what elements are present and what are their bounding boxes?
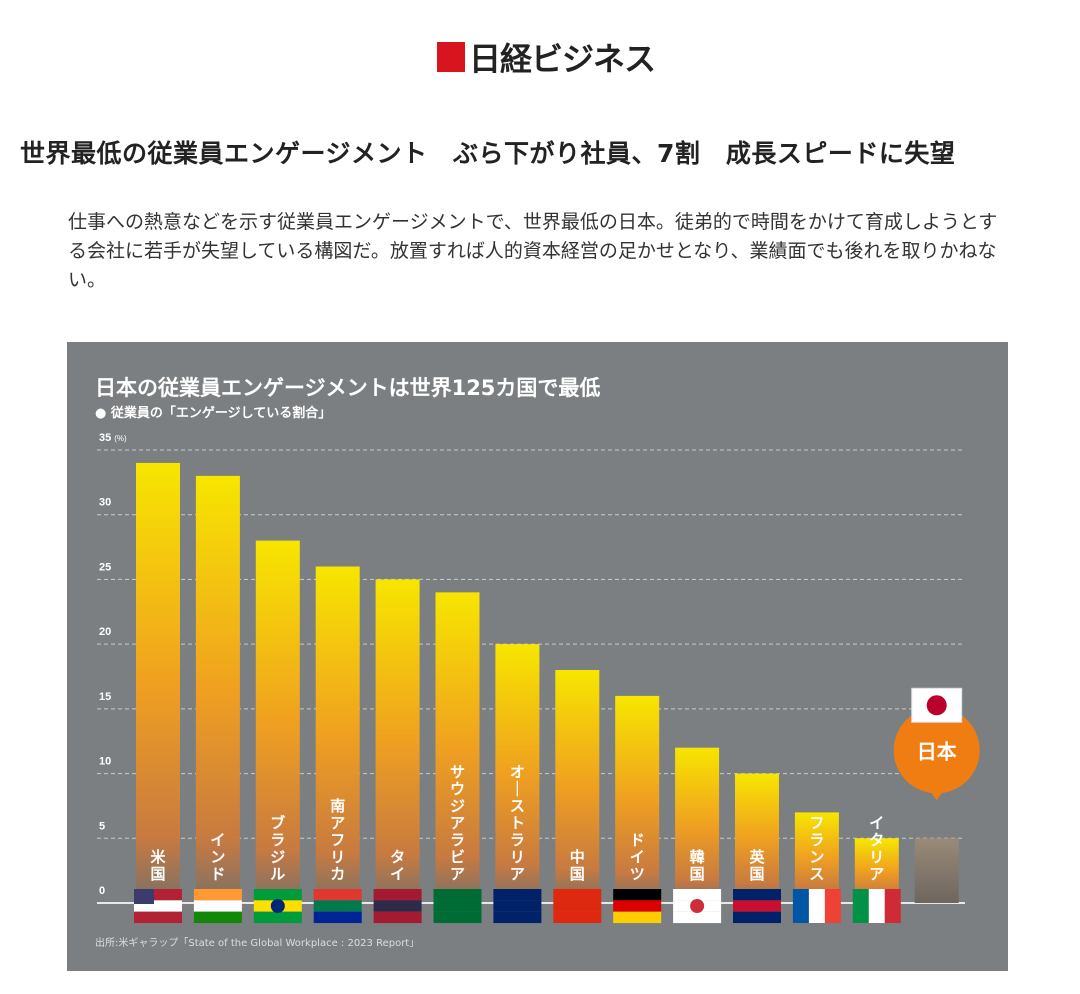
logo-mark — [437, 42, 465, 72]
category-label-char: ラ — [450, 831, 465, 849]
category-label-char: ン — [210, 848, 225, 866]
category-label-char: ジ — [270, 848, 285, 866]
bar-中国 — [555, 670, 600, 903]
flag-インド-icon — [193, 889, 242, 924]
flag-韓国-icon — [673, 889, 722, 924]
category-label-char: 南 — [330, 797, 345, 815]
category-label-char: ツ — [630, 865, 645, 883]
category-label-char: イ — [869, 814, 884, 832]
category-label-char: ア — [450, 814, 465, 832]
chart-subtitle: ● 従業員の「エンゲージしている割合」 — [95, 406, 332, 421]
logo: 日経ビジネス — [437, 34, 656, 80]
bar-タイ — [375, 579, 420, 903]
flag-ブラジル-icon — [253, 889, 302, 924]
y-tick-label: 25 — [99, 561, 111, 573]
highlight-label: 日本 — [917, 739, 957, 763]
y-tick-label: 10 — [99, 756, 111, 768]
category-label-char: サ — [450, 763, 465, 781]
headline: 世界最低の従業員エンゲージメント ぶら下がり社員、7割 成長スピードに失望 — [20, 139, 956, 168]
category-label-char: イ — [210, 831, 225, 849]
category-label-char: 国 — [570, 865, 585, 883]
bar-韓国 — [675, 747, 720, 903]
flag-中国-icon — [553, 889, 602, 924]
category-label-char: リ — [869, 848, 884, 866]
y-tick-label: 0 — [99, 885, 105, 897]
category-label-char: ン — [809, 848, 824, 866]
category-label-char: タ — [390, 848, 405, 866]
bar-インド — [195, 475, 240, 903]
category-label-char: ジ — [450, 797, 465, 815]
category-label-char: ト — [510, 814, 525, 832]
flag-英国-icon — [733, 889, 781, 924]
flag-イタリア-icon — [852, 889, 901, 923]
category-label-char: ス — [510, 797, 525, 815]
flag-サウジアラビア-icon — [433, 889, 482, 924]
flag-南アフリカ-icon — [313, 889, 362, 924]
category-label-char: タ — [869, 831, 884, 849]
category-label-char: イ — [630, 848, 645, 866]
highlight-bubble — [893, 707, 980, 794]
category-label-char: カ — [330, 865, 345, 883]
category-label-char: ア — [450, 865, 465, 883]
category-label-char: リ — [510, 848, 525, 866]
y-unit: (%) — [114, 434, 127, 443]
category-label-char: リ — [330, 848, 345, 866]
category-label-char: ア — [510, 865, 525, 883]
category-label-char: ラ — [270, 831, 285, 849]
bar-日本 — [914, 838, 959, 903]
category-label-char: ド — [630, 831, 645, 849]
y-tick-label: 5 — [99, 820, 105, 832]
flag-オーストラリア-icon — [493, 889, 542, 924]
category-label-char: ブ — [270, 814, 285, 832]
bar-英国 — [735, 773, 779, 903]
category-label-char: ド — [210, 865, 225, 883]
y-tick-label: 35 (%) — [99, 432, 127, 444]
y-tick-label: 15 — [99, 691, 111, 703]
category-label-char: ビ — [450, 848, 465, 866]
flag-米国-icon — [134, 889, 182, 924]
category-label-char: フ — [330, 831, 345, 849]
chart-source: 出所:米ギャラップ「State of the Global Workplace … — [95, 938, 420, 949]
lead-paragraph: 仕事への熱意などを示す従業員エンゲージメントで、世界最低の日本。徒弟的で時間をか… — [68, 211, 998, 291]
bar-南アフリカ — [315, 566, 360, 903]
category-label-char: ウ — [450, 780, 465, 798]
y-tick-label: 30 — [99, 497, 111, 509]
category-label-char: ア — [330, 814, 345, 832]
category-label-char: 韓 — [690, 848, 705, 866]
category-label-char: イ — [390, 865, 405, 883]
category-label-char: オ — [510, 763, 525, 781]
category-label-char: 国 — [690, 865, 705, 883]
category-label-char: 米 — [150, 848, 166, 866]
bar-サウジアラビア — [435, 592, 480, 903]
flag-japan-disc — [926, 695, 947, 716]
category-label-char: 中 — [570, 848, 585, 866]
category-label-char: 国 — [749, 865, 764, 883]
flag-japan-icon — [911, 687, 963, 723]
category-label-char: ｜ — [510, 780, 525, 798]
bar-米国 — [136, 462, 180, 903]
bar-オーストラリア — [495, 644, 540, 903]
logo-text: 日経ビジネス — [469, 40, 656, 78]
bar-フランス — [794, 812, 839, 903]
flag-フランス-icon — [792, 889, 841, 923]
category-label-char: ラ — [809, 831, 824, 849]
bar-ドイツ — [615, 695, 660, 903]
category-label-char: 英 — [749, 848, 765, 866]
flag-ドイツ-icon — [613, 889, 662, 924]
category-label-char: ル — [270, 865, 285, 883]
flag-タイ-icon — [373, 889, 422, 924]
category-label-char: ス — [809, 865, 824, 883]
y-tick-label: 20 — [99, 626, 111, 638]
chart-title: 日本の従業員エンゲージメントは世界125カ国で最低 — [95, 376, 601, 400]
category-label-char: ラ — [510, 831, 525, 849]
category-label-char: フ — [809, 814, 824, 832]
category-label-char: ア — [869, 865, 884, 883]
category-label-char: 国 — [150, 865, 165, 883]
bar-ブラジル — [255, 540, 300, 903]
chart: 0 5 10 15 20 25 30 35 (%) 米国インドブラジル南アフリカタイサウジアラビア… — [67, 342, 1008, 971]
